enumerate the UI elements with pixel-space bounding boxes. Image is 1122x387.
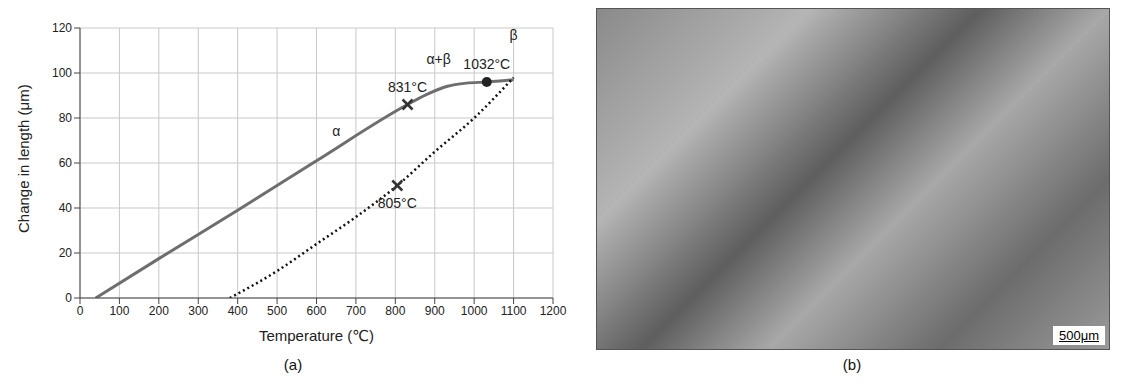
- svg-text:40: 40: [59, 201, 73, 215]
- svg-text:1200: 1200: [540, 304, 567, 318]
- svg-text:400: 400: [228, 304, 248, 318]
- svg-text:100: 100: [52, 66, 72, 80]
- svg-text:Change in length (μm): Change in length (μm): [15, 84, 32, 233]
- svg-text:20: 20: [59, 246, 73, 260]
- svg-text:1100: 1100: [501, 304, 527, 318]
- svg-text:500: 500: [267, 304, 287, 318]
- svg-text:60: 60: [59, 156, 73, 170]
- svg-text:120: 120: [52, 21, 72, 35]
- svg-text:0: 0: [77, 304, 84, 318]
- svg-text:α: α: [332, 123, 340, 139]
- svg-text:1000: 1000: [461, 304, 488, 318]
- svg-text:831°C: 831°C: [388, 79, 427, 95]
- svg-text:80: 80: [59, 111, 73, 125]
- html-text:500μm: 500μm: [1059, 328, 1099, 343]
- svg-text:805°C: 805°C: [378, 195, 417, 211]
- svg-text:900: 900: [425, 304, 445, 318]
- svg-text:0: 0: [65, 291, 72, 305]
- html-text:(a): (a): [283, 356, 303, 373]
- svg-text:700: 700: [346, 304, 366, 318]
- svg-text:Temperature (℃): Temperature (℃): [259, 327, 374, 344]
- svg-text:1032°C: 1032°C: [463, 56, 510, 72]
- svg-text:300: 300: [188, 304, 208, 318]
- svg-text:200: 200: [149, 304, 169, 318]
- svg-text:100: 100: [109, 304, 129, 318]
- html-text:(b): (b): [842, 356, 862, 373]
- svg-text:β: β: [510, 27, 518, 43]
- svg-text:α+β: α+β: [427, 51, 451, 67]
- svg-text:800: 800: [385, 304, 405, 318]
- svg-text:600: 600: [306, 304, 326, 318]
